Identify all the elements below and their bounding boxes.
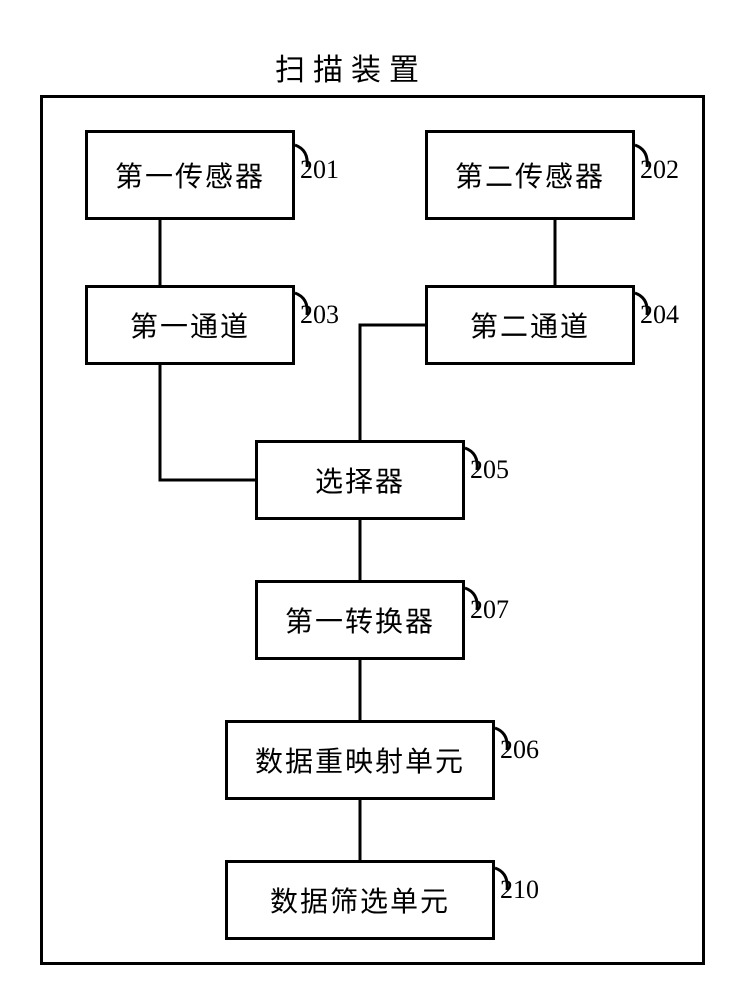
ref-label-203: 203 (300, 300, 339, 330)
node-remap: 数据重映射单元 (225, 720, 495, 800)
outer-frame (40, 95, 705, 965)
node-label: 第二传感器 (455, 155, 605, 195)
ref-label-206: 206 (500, 735, 539, 765)
node-channel2: 第二通道 (425, 285, 635, 365)
node-sensor1: 第一传感器 (85, 130, 295, 220)
node-label: 选择器 (315, 460, 405, 500)
diagram-title: 扫描装置 (275, 45, 427, 89)
node-label: 数据筛选单元 (270, 880, 450, 920)
ref-label-210: 210 (500, 875, 539, 905)
node-filter: 数据筛选单元 (225, 860, 495, 940)
node-selector: 选择器 (255, 440, 465, 520)
node-label: 第一传感器 (115, 155, 265, 195)
ref-label-205: 205 (470, 455, 509, 485)
ref-label-202: 202 (640, 155, 679, 185)
node-conv1: 第一转换器 (255, 580, 465, 660)
node-channel1: 第一通道 (85, 285, 295, 365)
ref-label-201: 201 (300, 155, 339, 185)
node-sensor2: 第二传感器 (425, 130, 635, 220)
ref-label-204: 204 (640, 300, 679, 330)
ref-label-207: 207 (470, 595, 509, 625)
node-label: 第二通道 (470, 305, 590, 345)
node-label: 第一转换器 (285, 600, 435, 640)
diagram-stage: 扫描装置 第一传感器 201 第二传感器 202 第一通道 203 第二通道 204 选择器 20… (0, 0, 743, 1000)
node-label: 第一通道 (130, 305, 250, 345)
node-label: 数据重映射单元 (255, 740, 465, 780)
